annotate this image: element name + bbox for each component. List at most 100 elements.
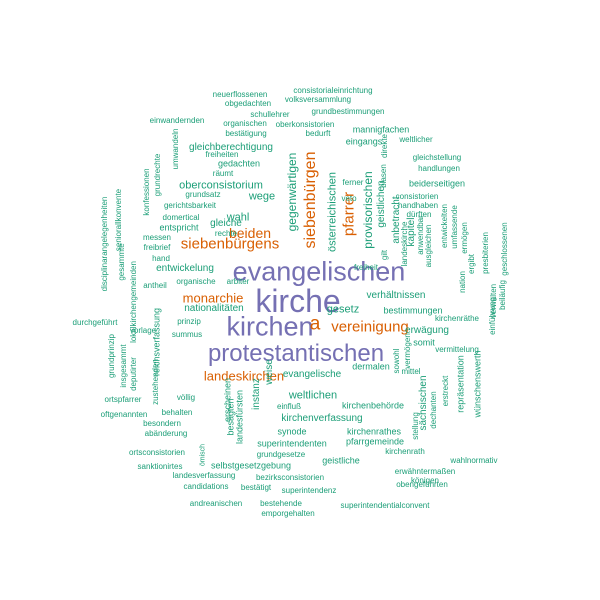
cloud-word-repra-sentation: repräsentation: [455, 355, 466, 413]
cloud-word-ko-nigen: königen: [410, 476, 440, 485]
cloud-word-du-rften: dürften: [406, 210, 432, 219]
cloud-word-gerichtsbarkeit: gerichtsbarkeit: [163, 201, 217, 210]
cloud-word-kirchenrathes: kirchenrathes: [346, 426, 402, 437]
cloud-word-bezirksconsistorien: bezirksconsistorien: [255, 473, 325, 482]
cloud-word-kirchenbeho-rde: kirchenbehörde: [341, 400, 405, 411]
cloud-word-entwickelung: entwickelung: [156, 263, 214, 274]
cloud-word-landesverfassung: landesverfassung: [172, 471, 236, 480]
cloud-word-o-sterreichischen: österreichischen: [326, 171, 339, 253]
cloud-word-besagten: besagten: [225, 398, 236, 436]
cloud-word-weltlicher: weltlicher: [399, 135, 433, 144]
cloud-word-synode: synode: [277, 426, 307, 437]
cloud-word-ra-umt: räumt: [212, 169, 234, 178]
cloud-word-a: a: [309, 313, 321, 335]
cloud-word-neuerflossenen: neuerflossenen: [212, 90, 268, 99]
cloud-word-vorlage: vorlage: [129, 326, 157, 335]
cloud-word-vereinigung: vereinigung: [331, 318, 409, 336]
cloud-word-behalten: behalten: [161, 408, 193, 417]
cloud-word-evangelische: evangelische: [282, 369, 342, 380]
cloud-word-gleiche: gleiche: [210, 218, 242, 229]
cloud-word-weise: weise: [264, 359, 275, 385]
cloud-word-oberconsistorium: oberconsistorium: [179, 179, 263, 192]
cloud-word-ferner: ferner: [342, 178, 364, 187]
cloud-word-freibrief: freibrief: [143, 243, 171, 252]
cloud-word-gleichberechtigung: gleichberechtigung: [189, 142, 273, 153]
cloud-word-seniorallkonvente: seniorallkonvente: [114, 188, 123, 252]
cloud-word-besta-tigt: bestätigt: [240, 483, 272, 492]
cloud-word-insgesammt: insgesammt: [119, 344, 128, 388]
cloud-word-landesfu-rsten: landesfürsten: [234, 389, 245, 445]
cloud-word-direkte: direkte: [380, 133, 389, 159]
cloud-word-grundrechte: grundrechte: [153, 153, 162, 197]
cloud-word-wahlnormativ: wahlnormativ: [450, 456, 498, 465]
cloud-word-kirchenrath: kirchenrath: [385, 447, 425, 456]
cloud-word-besondern: besondern: [143, 419, 181, 428]
cloud-word-freiheiten: freiheiten: [205, 150, 239, 159]
cloud-word-grundprinzip: grundprinzip: [107, 333, 116, 379]
cloud-word-grundbestimmungen: grundbestimmungen: [311, 107, 385, 116]
cloud-word-gleichstellung: gleichstellung: [412, 153, 462, 162]
cloud-word-evangelischen: evangelischen: [232, 256, 406, 287]
cloud-word-handlungen: handlungen: [418, 164, 460, 173]
cloud-word-volksversammlung: volksversammlung: [284, 95, 352, 104]
cloud-word-vo-llig: völlig: [176, 393, 196, 402]
cloud-word-entspricht: entspricht: [159, 222, 199, 233]
cloud-word-ermo-gen: ermögen: [460, 222, 469, 254]
cloud-word-oftgenannten: oftgenannten: [100, 410, 148, 419]
cloud-word-vermo-gen: vermögen: [403, 333, 412, 369]
cloud-word-konfessionen: konfessionen: [142, 168, 151, 216]
cloud-word-grundsatz: grundsatz: [185, 190, 221, 199]
cloud-word-superintendenz: superintendenz: [281, 486, 337, 495]
cloud-word-kirchen: kirchen: [226, 311, 314, 342]
cloud-word-beila-ufig: beiläufig: [498, 280, 507, 310]
cloud-word-erwa-hnterma-en: erwähntermaßen: [394, 467, 456, 476]
cloud-word-kirche: kirche: [255, 283, 341, 319]
cloud-word-messen: messen: [142, 233, 172, 242]
cloud-word-presbiterien: presbiterien: [481, 232, 490, 274]
cloud-word-umwandeln: umwandeln: [171, 128, 180, 170]
cloud-word-emporgehalten: emporgehalten: [261, 509, 315, 518]
cloud-word-sowohl: sowohl: [392, 348, 401, 374]
cloud-word-bestimmungen: bestimmungen: [383, 305, 443, 316]
cloud-word-bestehende: bestehende: [260, 499, 302, 508]
cloud-word-organischen: organischen: [223, 119, 267, 128]
cloud-word-beiden: beiden: [228, 225, 272, 241]
cloud-word-nation: nation: [458, 271, 467, 293]
cloud-word-siebenbu-rgens: siebenbürgens: [180, 235, 280, 253]
cloud-word-nationalita-ten: nationalitäten: [184, 303, 244, 314]
cloud-word-entwickelten: entwickelten: [440, 203, 449, 249]
cloud-word-superintendenten: superintendenten: [257, 438, 327, 449]
cloud-word-durchgefu-hrt: durchgeführt: [72, 318, 118, 327]
cloud-word-erwa-gung: erwägung: [405, 325, 449, 336]
cloud-word-einflu: einfluß: [276, 402, 302, 411]
cloud-word-zustehenden: zustehenden: [151, 359, 160, 405]
cloud-word-eingangs: eingangs: [345, 136, 383, 147]
cloud-word-gedachten: gedachten: [217, 158, 261, 169]
cloud-word-einwandernden: einwandernden: [149, 116, 205, 125]
cloud-word-protestantischen: protestantischen: [207, 340, 385, 367]
cloud-word-o-misch: ömisch: [199, 443, 207, 467]
cloud-word-candidations: candidations: [183, 482, 229, 491]
cloud-word-mannigfachen: mannigfachen: [352, 124, 410, 135]
cloud-word-gilt: gilt: [380, 249, 389, 261]
cloud-word-obgedachten: obgedachten: [224, 99, 272, 108]
cloud-word-consistorialeinrichtung: consistorialeinrichtung: [293, 86, 373, 95]
cloud-word-provisorischen: provisorischen: [361, 171, 375, 249]
cloud-word-ortsconsistorien: ortsconsistorien: [128, 448, 186, 457]
cloud-word-superintendentialconvent: superintendentialconvent: [340, 501, 430, 510]
cloud-word-oberkonsistorien: oberkonsistorien: [275, 120, 335, 129]
cloud-word-beiderseitigen: beiderseitigen: [408, 178, 466, 189]
cloud-word-veto: veto: [341, 194, 357, 203]
cloud-word-stellung: stellung: [411, 412, 420, 440]
cloud-word-geschlossenen: geschlossenen: [500, 222, 509, 276]
cloud-word-gesetz: gesetz: [326, 303, 360, 316]
cloud-word-monarchie: monarchie: [182, 290, 244, 306]
cloud-word-instanz: instanz: [251, 378, 262, 410]
cloud-word-antheil: antheil: [143, 281, 167, 290]
cloud-word-verha-ltnissen: verhältnissen: [366, 290, 426, 301]
cloud-word-weltlichen: weltlichen: [288, 389, 338, 402]
cloud-word-geistlichen: geistlichen: [376, 180, 387, 228]
cloud-word-gegenwa-rtigen: gegenwärtigen: [285, 152, 299, 232]
cloud-word-wu-nschenswerth: wünschenswerth: [472, 350, 483, 418]
